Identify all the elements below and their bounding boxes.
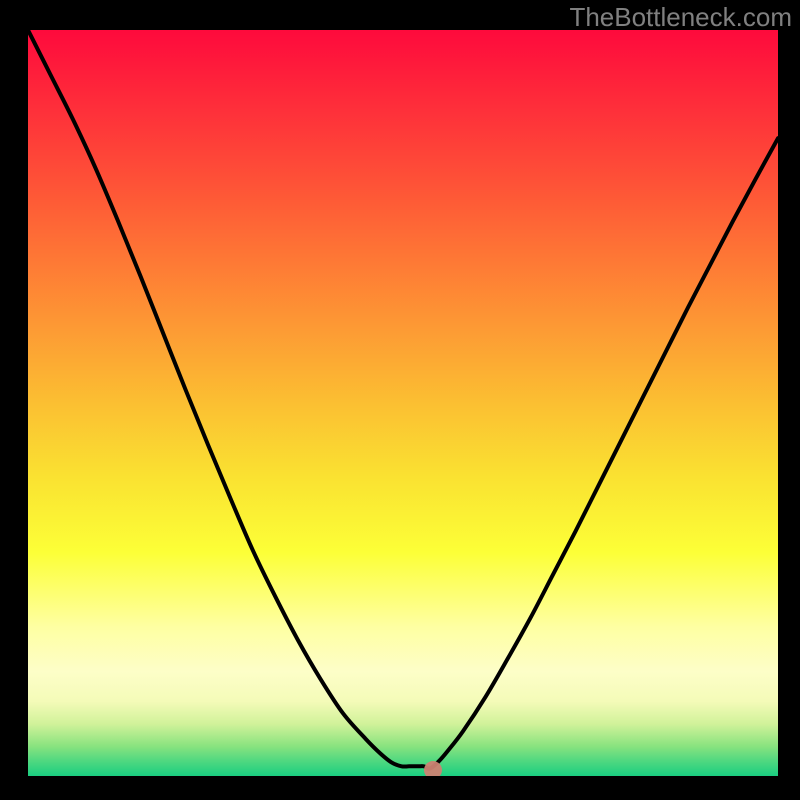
bottleneck-chart bbox=[28, 30, 778, 776]
gradient-background bbox=[28, 30, 778, 776]
chart-svg bbox=[28, 30, 778, 776]
watermark-text: TheBottleneck.com bbox=[569, 2, 792, 33]
